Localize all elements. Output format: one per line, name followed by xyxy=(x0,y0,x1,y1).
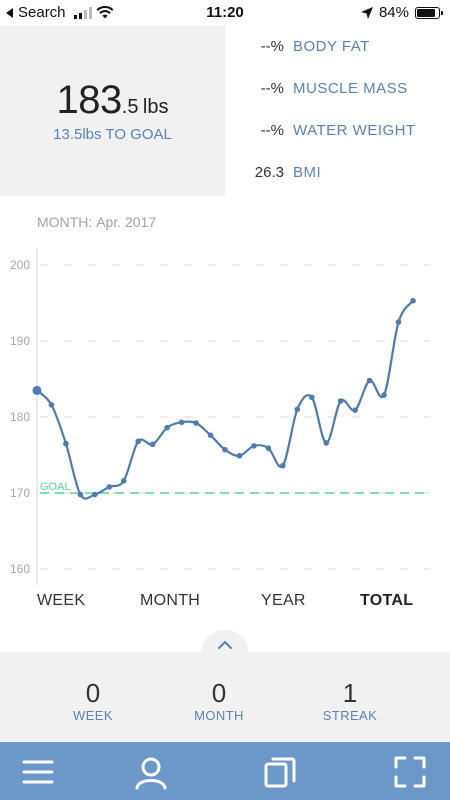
bottom-nav xyxy=(0,742,450,800)
data-point xyxy=(323,440,330,446)
battery-percent: 84% xyxy=(378,4,409,21)
range-year[interactable]: YEAR xyxy=(261,592,306,609)
data-point xyxy=(308,394,315,401)
data-point xyxy=(164,424,170,431)
copy-icon xyxy=(264,757,296,788)
data-point xyxy=(92,491,98,498)
range-total[interactable]: TOTAL xyxy=(360,592,414,609)
location-arrow-icon xyxy=(360,6,373,19)
data-point xyxy=(106,484,113,490)
weight-chart[interactable]: 160 170 180 190 200 GOAL xyxy=(0,240,450,585)
y-tick-label: 160 xyxy=(10,562,30,576)
data-point xyxy=(352,407,358,413)
stat-label: STREAK xyxy=(322,708,378,723)
status-bar: Search 11:20 84% xyxy=(0,0,450,26)
data-point xyxy=(294,406,301,413)
menu-icon xyxy=(22,760,54,784)
copy-button[interactable] xyxy=(262,754,298,790)
profile-button[interactable] xyxy=(133,754,169,790)
stats-panel: 0 WEEK 0 MONTH 1 STREAK xyxy=(0,652,450,742)
data-point xyxy=(395,319,402,325)
y-tick-label: 180 xyxy=(10,410,30,424)
data-point xyxy=(77,491,84,498)
metric-body-fat[interactable]: --% BODY FAT xyxy=(225,38,450,62)
metric-label: BODY FAT xyxy=(293,38,370,55)
y-tick-label: 190 xyxy=(10,334,30,348)
data-point xyxy=(222,446,228,453)
metric-bmi[interactable]: 26.3 BMI xyxy=(225,164,450,188)
wifi-icon xyxy=(96,6,114,19)
data-point xyxy=(120,478,127,484)
data-point xyxy=(410,297,416,304)
back-triangle-icon xyxy=(6,7,13,18)
metric-label: BMI xyxy=(293,164,322,181)
chart-period-value: Apr. 2017 xyxy=(96,214,157,230)
data-point xyxy=(381,392,387,398)
stat-value: 0 xyxy=(211,678,227,708)
range-week[interactable]: WEEK xyxy=(37,592,86,609)
current-weight: 183.5 lbs xyxy=(0,78,225,123)
data-point xyxy=(265,445,272,451)
weight-unit: lbs xyxy=(142,96,169,118)
fullscreen-icon xyxy=(394,756,426,788)
data-point xyxy=(337,398,344,404)
menu-button[interactable] xyxy=(20,754,56,790)
data-point xyxy=(32,385,42,395)
status-back[interactable]: Search xyxy=(6,4,114,21)
metric-water-weight[interactable]: --% WATER WEIGHT xyxy=(225,122,450,146)
chart-period-label: MONTH: xyxy=(37,214,93,230)
status-time: 11:20 xyxy=(206,4,244,21)
data-point xyxy=(207,432,214,439)
stat-label: MONTH xyxy=(194,708,244,723)
battery-icon xyxy=(415,6,443,19)
range-month[interactable]: MONTH xyxy=(140,592,201,609)
weight-series-line xyxy=(36,300,414,500)
data-point xyxy=(236,452,243,459)
data-point xyxy=(149,441,156,448)
fullscreen-button[interactable] xyxy=(392,754,428,790)
metric-value: --% xyxy=(260,80,284,97)
stat-value: 1 xyxy=(342,678,358,708)
weight-whole: 183 xyxy=(56,78,123,122)
data-point xyxy=(178,419,185,426)
back-label: Search xyxy=(18,4,66,21)
stat-value: 0 xyxy=(85,678,101,708)
stat-label: WEEK xyxy=(73,708,113,723)
data-point xyxy=(366,377,373,384)
status-right: 84% xyxy=(360,4,443,21)
metric-label: WATER WEIGHT xyxy=(293,122,416,139)
metric-value: --% xyxy=(260,122,284,139)
body-metrics: --% BODY FAT --% MUSCLE MASS --% WATER W… xyxy=(225,26,450,196)
data-point xyxy=(251,443,257,449)
to-goal: 13.5lbs TO GOAL xyxy=(53,126,172,143)
metric-label: MUSCLE MASS xyxy=(293,80,408,97)
data-point xyxy=(135,438,142,445)
drawer-toggle[interactable] xyxy=(201,630,249,660)
data-point xyxy=(48,402,55,408)
metric-muscle-mass[interactable]: --% MUSCLE MASS xyxy=(225,80,450,104)
metric-value: --% xyxy=(260,38,284,55)
goal-label: GOAL xyxy=(40,481,71,493)
y-tick-label: 170 xyxy=(10,486,30,500)
range-selector: WEEK MONTH YEAR TOTAL xyxy=(0,592,450,616)
profile-icon xyxy=(135,757,167,790)
data-point xyxy=(193,420,199,426)
cellular-signal-icon xyxy=(73,6,92,19)
weight-summary: 183.5 lbs 13.5lbs TO GOAL xyxy=(0,26,225,196)
metric-value: 26.3 xyxy=(254,164,284,181)
y-tick-label: 200 xyxy=(10,258,30,272)
chevron-up-icon xyxy=(218,640,232,649)
data-point xyxy=(280,462,286,469)
chart-period: MONTH: Apr. 2017 xyxy=(37,214,156,230)
data-point xyxy=(63,440,69,447)
weight-fraction: .5 xyxy=(121,96,139,118)
